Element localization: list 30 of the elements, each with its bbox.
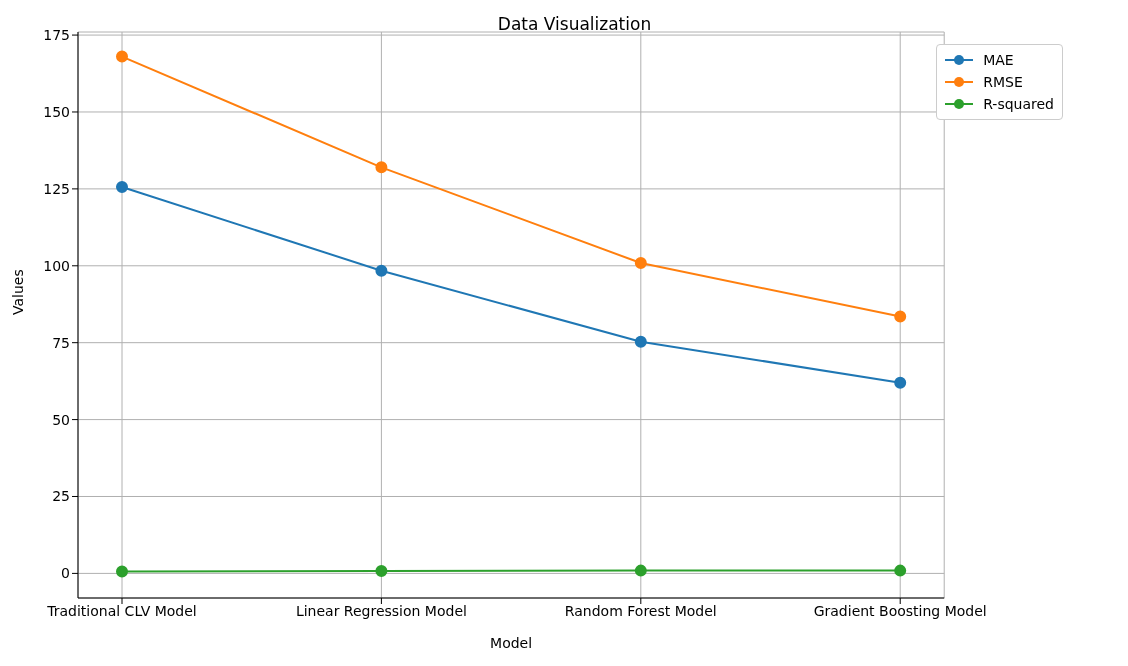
point xyxy=(116,181,128,194)
point xyxy=(634,564,647,577)
x-tick-label: Linear Regression Model xyxy=(295,602,467,619)
point xyxy=(894,564,907,577)
y-tick-label: 175 xyxy=(43,27,70,44)
y-axis-title: Values xyxy=(9,269,26,315)
y-tick-label: 150 xyxy=(43,103,70,120)
point xyxy=(634,335,647,348)
point xyxy=(375,264,388,277)
point xyxy=(116,565,128,578)
point xyxy=(894,310,907,323)
chart-title: Data Visualization xyxy=(496,14,653,34)
point xyxy=(375,564,388,577)
x-tick-label: Random Forest Model xyxy=(564,602,717,619)
point xyxy=(894,376,907,389)
y-tick-label: 25 xyxy=(52,488,70,505)
y-tick-label: 100 xyxy=(43,257,70,274)
point xyxy=(634,257,647,270)
y-tick-label: 0 xyxy=(61,565,70,582)
x-tick-label: Traditional CLV Model xyxy=(46,602,197,619)
point xyxy=(375,161,388,174)
x-tick-label: Gradient Boosting Model xyxy=(813,602,987,619)
x-axis-title: Model xyxy=(490,635,533,651)
point xyxy=(116,50,128,63)
legend-label: R-squared xyxy=(983,96,1054,112)
legend-label: RMSE xyxy=(983,74,1023,90)
legend-label: MAE xyxy=(983,52,1014,68)
y-tick-label: 50 xyxy=(52,411,70,428)
y-tick-label: 125 xyxy=(43,180,70,197)
y-tick-label: 75 xyxy=(52,334,70,351)
